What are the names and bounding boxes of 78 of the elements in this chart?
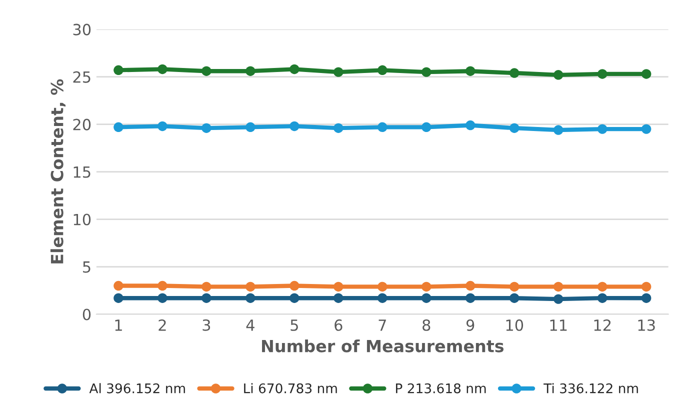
point	[597, 69, 608, 79]
point	[641, 293, 652, 303]
point	[202, 293, 212, 303]
point	[466, 66, 476, 76]
y-tick-label: 15	[74, 166, 90, 178]
x-tick-label: 11	[550, 320, 567, 331]
point	[290, 280, 300, 291]
point	[422, 282, 432, 292]
y-axis-title: Element Content, %	[50, 79, 66, 264]
legend-label: Li 670.783 nm	[244, 383, 337, 394]
point	[378, 122, 388, 132]
x-tick-label: 3	[202, 319, 210, 331]
point	[510, 293, 520, 303]
legend-label: Al 396.152 nm	[89, 383, 185, 394]
x-tick-label: 1	[115, 320, 122, 331]
point	[510, 68, 520, 78]
x-tick-label: 12	[594, 319, 611, 331]
point	[466, 280, 476, 291]
point	[378, 293, 388, 303]
y-tick-label: 10	[74, 214, 91, 226]
x-tick-label: 2	[158, 319, 166, 331]
point	[378, 65, 388, 76]
point	[641, 124, 652, 134]
y-tick-label: 25	[73, 71, 90, 83]
point	[202, 123, 212, 133]
point	[641, 69, 652, 79]
point	[597, 124, 608, 134]
point	[553, 70, 564, 80]
point	[158, 280, 168, 291]
point	[290, 64, 300, 74]
point	[553, 294, 564, 304]
y-tick-label: 20	[73, 118, 91, 130]
point	[597, 293, 608, 303]
y-tick-label: 30	[73, 24, 91, 36]
point	[114, 280, 124, 291]
point	[334, 293, 344, 303]
x-tick-label: 8	[422, 319, 430, 331]
x-tick-label: 4	[246, 320, 254, 331]
point	[158, 293, 168, 303]
point	[510, 123, 520, 133]
point	[334, 282, 344, 292]
legend-label: P 213.618 nm	[396, 383, 486, 394]
point	[466, 293, 476, 303]
point	[553, 125, 564, 135]
point	[422, 67, 432, 77]
point	[246, 282, 256, 292]
point	[641, 282, 652, 292]
point	[422, 293, 432, 303]
point	[510, 282, 520, 292]
point	[334, 123, 344, 133]
y-tick-label: 5	[83, 261, 90, 273]
point	[553, 282, 564, 292]
x-tick-label: 5	[290, 320, 298, 331]
point	[290, 121, 300, 132]
point	[422, 122, 432, 132]
point	[246, 293, 256, 303]
point	[114, 122, 124, 132]
point	[158, 64, 168, 74]
legend-label: Ti 336.122 nm	[544, 383, 638, 394]
point	[334, 67, 344, 77]
point	[246, 66, 256, 76]
x-tick-label: 7	[378, 320, 386, 331]
point	[246, 122, 256, 132]
point	[114, 293, 124, 303]
point	[158, 121, 168, 132]
point	[290, 293, 300, 303]
point	[202, 282, 212, 292]
x-tick-label: 10	[506, 319, 524, 331]
point	[114, 65, 124, 76]
x-tick-label: 6	[334, 319, 342, 331]
x-tick-label: 13	[638, 319, 655, 331]
point	[378, 282, 388, 292]
x-axis-title: Number of Measurements	[262, 339, 504, 352]
point	[597, 282, 608, 292]
y-tick-label: 0	[82, 308, 91, 320]
x-tick-label: 9	[466, 319, 474, 331]
point	[466, 120, 476, 130]
point	[202, 66, 212, 76]
